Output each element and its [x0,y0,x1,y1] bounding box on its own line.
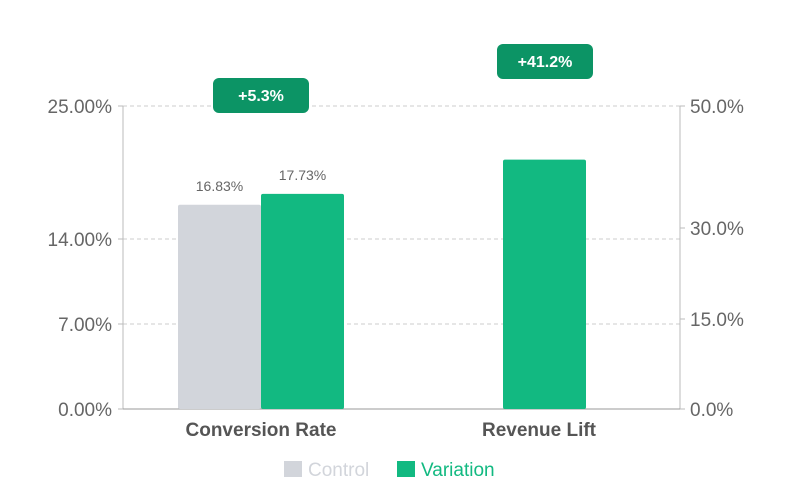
left-tick-label: 7.00% [58,315,112,336]
bar-control [178,204,261,409]
left-tick-label: 25.00% [48,97,113,118]
right-tick-label: 50.0% [690,97,744,118]
lift-badge-label: +5.3% [238,88,284,105]
lift-badge [497,44,593,79]
left-tick-label: 0.00% [58,400,112,421]
right-tick-label: 15.0% [690,310,744,331]
category-label: Revenue Lift [482,420,597,441]
category-label: Conversion Rate [186,420,337,441]
lift-badge-label: +41.2% [518,54,573,71]
legend-swatch [284,461,302,477]
right-tick-label: 30.0% [690,219,744,240]
bar-variation [503,159,586,409]
legend-label: Variation [421,460,495,481]
left-tick-label: 14.00% [48,230,113,251]
legend-label: Control [308,460,369,481]
bar-variation [261,193,344,409]
right-tick-label: 0.0% [690,400,733,421]
legend-swatch [397,461,415,477]
data-label: 16.83% [196,178,243,194]
lift-badge [213,78,309,113]
data-label: 17.73% [279,167,326,183]
